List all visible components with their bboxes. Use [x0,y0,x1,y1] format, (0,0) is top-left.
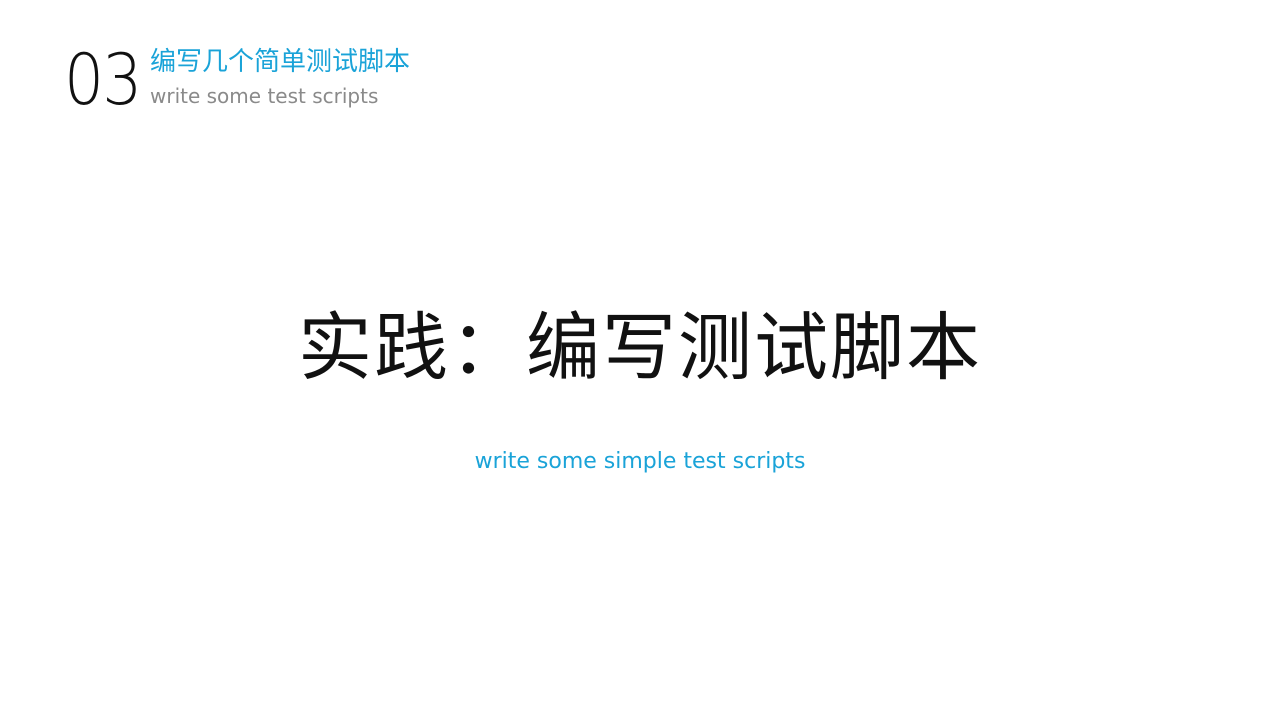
section-number: 03 [64,39,142,121]
main-subtitle: write some simple test scripts [474,449,806,474]
main-title: 实践：编写测试脚本 [298,305,982,391]
section-title-en: write some test scripts [150,84,379,108]
section-title-zh: 编写几个简单测试脚本 [150,47,411,77]
